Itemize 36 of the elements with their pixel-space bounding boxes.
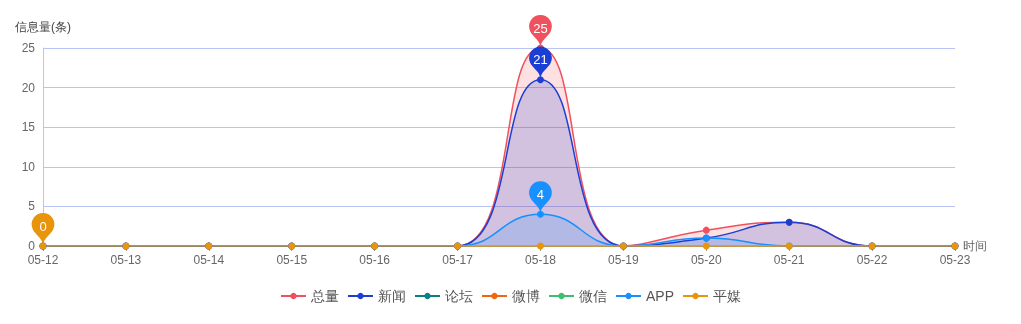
- data-label: 0: [39, 218, 47, 234]
- x-axis-title: 时间: [963, 239, 987, 253]
- y-tick-label: 0: [28, 239, 36, 253]
- legend-label: 微信: [578, 288, 607, 304]
- point: [536, 210, 544, 218]
- legend-label: APP: [645, 288, 675, 304]
- legend-label: 总量: [309, 288, 339, 304]
- point: [702, 226, 710, 234]
- x-tick-label: 05-15: [276, 253, 308, 267]
- x-tick-label: 05-20: [690, 253, 722, 267]
- y-tick-label: 15: [21, 120, 36, 135]
- y-tick-label: 10: [21, 159, 36, 174]
- legend-label: 平媒: [713, 288, 742, 304]
- x-tick-label: 05-22: [856, 253, 888, 267]
- x-tick-label: 05-18: [525, 253, 557, 267]
- x-tick-label: 05-13: [110, 253, 142, 267]
- point: [536, 242, 544, 250]
- y-tick-label: 5: [28, 199, 36, 214]
- x-tick-label: 05-19: [608, 253, 640, 267]
- x-tick-label: 05-23: [939, 253, 971, 267]
- point: [702, 242, 710, 250]
- x-tick-label: 05-16: [359, 253, 391, 267]
- data-label: 4: [536, 186, 545, 202]
- y-tick-label: 25: [21, 41, 36, 55]
- data-label: 21: [533, 52, 548, 68]
- x-tick-label: 05-14: [193, 253, 225, 267]
- data-label: 25: [533, 20, 548, 36]
- x-tick-label: 05-21: [773, 253, 805, 267]
- y-axis-title: 信息量(条): [15, 20, 71, 34]
- legend-label: 新闻: [377, 288, 406, 304]
- y-tick-label: 20: [21, 80, 36, 95]
- legend-label: 微博: [511, 288, 540, 304]
- legend-label: 论坛: [444, 288, 473, 304]
- x-tick-label: 05-17: [442, 253, 474, 267]
- point: [536, 76, 544, 84]
- x-tick-label: 05-12: [27, 253, 59, 267]
